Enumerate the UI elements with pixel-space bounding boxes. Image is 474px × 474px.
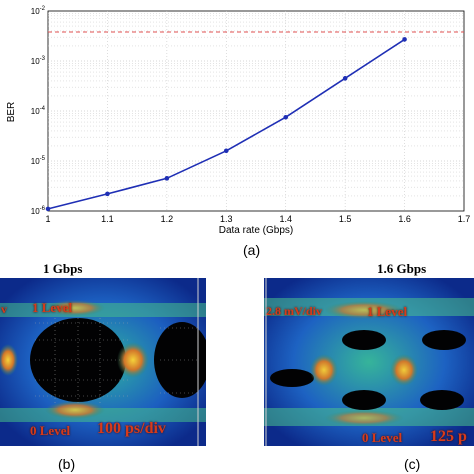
eye-b-scale: 100 ps/div xyxy=(97,420,166,437)
y-tick-label: 10-3 xyxy=(31,56,46,66)
ber-data-point xyxy=(45,206,51,212)
ber-data-point xyxy=(164,176,170,181)
x-axis-label: Data rate (Gbps) xyxy=(219,225,293,236)
caption-b: (b) xyxy=(58,456,76,472)
y-tick-label: 10-5 xyxy=(31,156,46,166)
x-tick-label: 1.7 xyxy=(458,214,471,224)
x-tick-label: 1.5 xyxy=(339,214,352,224)
y-tick-label: 10-6 xyxy=(31,206,46,216)
axis-ticks: 1 1.1 1.2 1.3 1.4 1.5 1.6 1.7 10-6 10-5 10-4 10-3 10… xyxy=(31,6,471,224)
ber-data-point xyxy=(342,76,348,81)
ber-data-point xyxy=(402,37,407,42)
eye-b-level1: 1 Level xyxy=(32,300,73,315)
ber-series-points xyxy=(45,37,407,212)
y-tick-label: 10-2 xyxy=(31,6,46,16)
eye-c-level1: 1 Level xyxy=(367,304,408,319)
y-axis-label: BER xyxy=(6,102,17,123)
y-tick-label: 10-4 xyxy=(31,106,46,116)
eye-c-vdiv: 2.8 mV/div xyxy=(266,304,323,318)
x-tick-label: 1.3 xyxy=(220,214,233,224)
eye-diagram-1gbps: v 1 Level 0 Level 100 ps/div xyxy=(0,278,206,446)
x-tick-label: 1.6 xyxy=(398,214,411,224)
eye-c-level0: 0 Level xyxy=(362,430,403,445)
ber-data-point xyxy=(105,191,110,197)
ber-chart: 1 1.1 1.2 1.3 1.4 1.5 1.6 1.7 10-6 10-5 10-4 10-3 10… xyxy=(6,6,471,236)
ber-data-point xyxy=(223,148,229,154)
eye-b-graphic xyxy=(0,278,206,446)
caption-c: (c) xyxy=(404,456,421,472)
eye-b-title: 1 Gbps xyxy=(43,261,83,276)
caption-a: (a) xyxy=(243,242,261,258)
x-tick-label: 1.4 xyxy=(279,214,292,224)
eye-c-scale: 125 p xyxy=(430,428,467,445)
eye-b-vdiv: v xyxy=(1,302,7,316)
eye-b-level0: 0 Level xyxy=(30,423,71,438)
x-tick-label: 1.1 xyxy=(101,214,114,224)
x-tick-label: 1.2 xyxy=(161,214,174,224)
eye-c-graphic xyxy=(264,278,474,446)
grid xyxy=(48,11,464,211)
x-tick-label: 1 xyxy=(45,214,50,224)
eye-diagram-1-6gbps: 2.8 mV/div 1 Level 0 Level 125 p xyxy=(264,278,474,446)
ber-data-point xyxy=(283,114,289,120)
eye-c-title: 1.6 Gbps xyxy=(377,261,427,276)
